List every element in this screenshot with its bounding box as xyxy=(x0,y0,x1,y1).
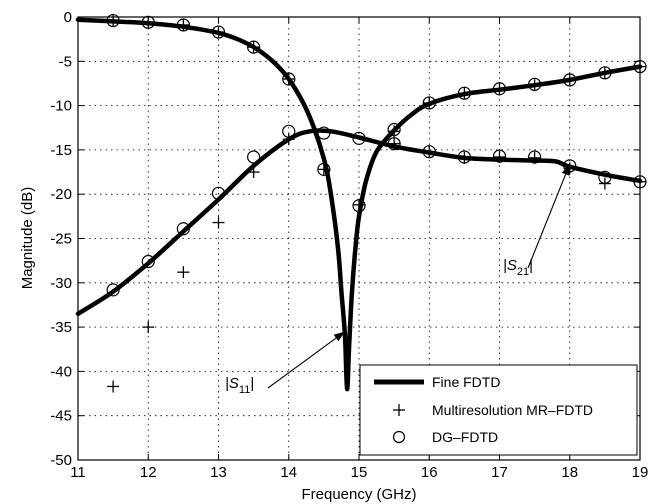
circle-marker xyxy=(247,150,261,164)
plus-marker xyxy=(493,82,506,95)
legend: Fine FDTD Multiresolution MR–FDTD DG–FDT… xyxy=(359,364,638,456)
plus-marker xyxy=(177,266,190,279)
y-tick-label: -40 xyxy=(50,363,72,380)
x-tick-label: 19 xyxy=(632,464,649,481)
x-tick-label: 12 xyxy=(140,464,157,481)
ticks: 11 12 13 14 15 16 17 18 19 0 -5 -10 -15 -20 -25 -30 -35 -… xyxy=(50,9,648,481)
circle-marker xyxy=(352,131,366,145)
x-tick-label: 16 xyxy=(421,464,438,481)
plus-marker xyxy=(563,73,576,86)
circle-marker xyxy=(457,86,471,100)
circle-marker xyxy=(528,150,542,164)
x-tick-label: 17 xyxy=(491,464,508,481)
circle-marker xyxy=(106,283,120,297)
plus-marker xyxy=(317,163,330,176)
y-tick-label: -45 xyxy=(50,408,72,425)
y-tick-label: 0 xyxy=(64,9,72,26)
legend-marker-circle xyxy=(392,430,406,444)
circle-marker xyxy=(282,124,296,138)
y-tick-label: -10 xyxy=(50,98,72,115)
plus-marker xyxy=(388,137,401,150)
y-tick-label: -35 xyxy=(50,319,72,336)
annotation-s11-subscript: 11 xyxy=(239,384,250,396)
plus-marker xyxy=(528,151,541,164)
markers xyxy=(106,13,647,393)
circle-marker xyxy=(247,40,261,54)
plus-marker xyxy=(107,380,120,393)
circle-marker xyxy=(211,25,226,39)
y-tick-label: -25 xyxy=(50,231,72,248)
annotation-s11-arrow-head xyxy=(333,331,345,342)
circle-marker xyxy=(387,137,401,151)
plus-marker xyxy=(247,41,260,54)
plus-marker xyxy=(142,321,155,334)
circle-marker xyxy=(282,72,296,86)
x-tick-label: 13 xyxy=(210,464,227,481)
annotation-s21-label: |S21| xyxy=(503,257,533,278)
circle-marker xyxy=(141,15,155,29)
plus-marker xyxy=(458,87,471,100)
circle-marker xyxy=(106,13,120,28)
circle-marker xyxy=(563,159,577,173)
circle-marker xyxy=(387,122,401,137)
y-tick-label: -5 xyxy=(59,53,72,70)
x-axis-label: Frequency (GHz) xyxy=(301,486,416,503)
y-axis-label: Magnitude (dB) xyxy=(19,187,36,290)
circle-marker xyxy=(211,186,226,200)
plus-marker xyxy=(177,18,190,31)
annotation-s21-subscript: 21 xyxy=(517,266,529,278)
y-tick-label: -50 xyxy=(50,452,72,469)
circle-marker xyxy=(457,150,471,164)
plus-marker xyxy=(282,73,295,86)
circle-marker xyxy=(598,170,612,184)
x-tick-label: 11 xyxy=(70,464,86,481)
circle-marker xyxy=(141,254,155,269)
plus-marker xyxy=(282,133,295,146)
plus-marker xyxy=(423,145,436,158)
annotations: |S11||S21| xyxy=(225,163,571,396)
circle-marker xyxy=(176,18,190,32)
plus-marker xyxy=(353,198,365,211)
circle-marker xyxy=(317,126,331,140)
curve-s21 xyxy=(75,128,643,317)
plus-marker xyxy=(423,96,436,109)
annotation-s21-arrow-line xyxy=(527,163,571,269)
circle-marker xyxy=(492,149,507,163)
annotation-s11-text: |S xyxy=(225,375,239,392)
plus-marker xyxy=(212,26,225,39)
annotation-s21-suffix: | xyxy=(529,257,533,274)
legend-label-mr-fdtd: Multiresolution MR–FDTD xyxy=(432,402,593,418)
circle-marker xyxy=(422,145,436,159)
circle-marker xyxy=(352,199,366,213)
circle-marker xyxy=(492,82,507,96)
annotation-s21-arrow-head xyxy=(561,164,570,176)
plus-marker xyxy=(212,216,225,229)
circle-marker xyxy=(528,77,542,91)
plus-marker xyxy=(598,66,611,79)
annotation-s21-text: |S xyxy=(503,257,517,274)
annotation-s11-label: |S11| xyxy=(225,375,254,396)
annotation-s11-arrow-line xyxy=(267,331,346,389)
plus-marker xyxy=(247,166,260,179)
y-tick-label: -15 xyxy=(50,142,72,159)
x-tick-label: 15 xyxy=(351,464,368,481)
legend-label-dg-fdtd: DG–FDTD xyxy=(432,429,498,445)
plus-marker xyxy=(493,150,506,163)
circle-marker xyxy=(176,222,190,236)
circle-marker xyxy=(598,66,612,80)
circle-marker xyxy=(317,162,331,176)
legend-marker-plus xyxy=(393,404,405,416)
plus-marker xyxy=(458,151,471,164)
x-tick-label: 14 xyxy=(280,464,297,481)
circle-marker xyxy=(563,73,577,87)
y-tick-label: -20 xyxy=(50,186,72,203)
legend-label-fine-fdtd: Fine FDTD xyxy=(432,374,500,390)
y-tick-label: -30 xyxy=(50,275,72,292)
annotation-s11-suffix: | xyxy=(250,375,254,392)
circle-marker xyxy=(422,96,436,110)
x-tick-label: 18 xyxy=(561,464,578,481)
plus-marker xyxy=(528,79,541,92)
